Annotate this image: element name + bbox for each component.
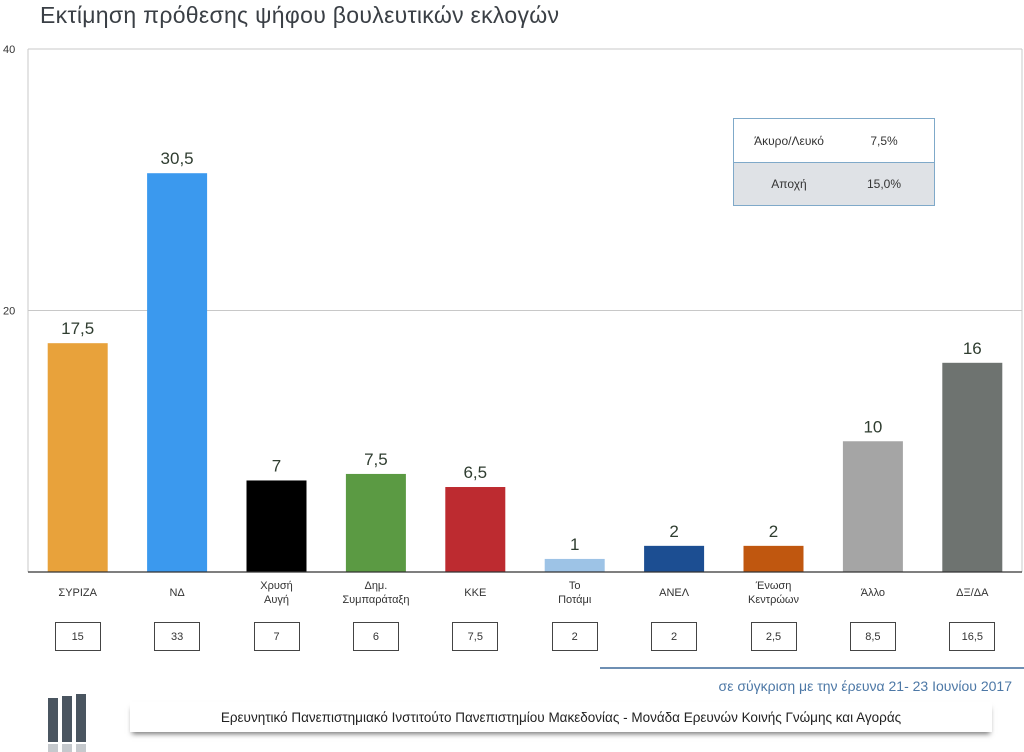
bar — [47, 343, 108, 572]
data-label: 2 — [769, 522, 778, 541]
data-label: 1 — [570, 535, 579, 554]
divider-line — [600, 667, 1024, 669]
side-table-row-invalid: Άκυρο/Λευκό 7,5% — [734, 119, 934, 162]
data-label: 7,5 — [364, 450, 388, 469]
x-tick-label: Συμπαράταξη — [342, 594, 409, 606]
footer-text: Ερευνητικό Πανεπιστημιακό Ινστιτούτο Παν… — [130, 702, 992, 732]
side-table-row-abstention: Αποχή 15,0% — [734, 162, 934, 205]
bar — [644, 545, 705, 572]
x-tick-label: ΔΞ/ΔΑ — [956, 587, 989, 599]
institute-logo-icon — [48, 694, 86, 752]
comparison-value-box: 7 — [253, 622, 300, 651]
comparison-value-box: 2,5 — [750, 622, 797, 651]
bar-chart: 20 40 17,5 ΣΥΡΙΖΑ 30,5 ΝΔ 7 Χρυσή Αυγή 7,5 Δημ. Συμ… — [3, 44, 1023, 606]
comparison-value-box: 16,5 — [949, 622, 996, 651]
x-tick-label: Αυγή — [264, 594, 289, 606]
comparison-note: σε σύγκριση με την έρευνα 21- 23 Ιουνίου… — [718, 678, 1012, 694]
x-tick-label: Δημ. — [364, 580, 387, 592]
side-table-value: 7,5% — [870, 133, 898, 148]
comparison-value-box: 2 — [651, 622, 698, 651]
chart-title: Εκτίμηση πρόθεσης ψήφου βουλευτικών εκλο… — [40, 2, 560, 28]
data-label: 6,5 — [463, 463, 487, 482]
x-tick-label: ΚΚΕ — [464, 587, 486, 599]
data-label: 2 — [669, 522, 678, 541]
comparison-value-box: 15 — [54, 622, 101, 651]
x-tick-label: ΣΥΡΙΖΑ — [58, 587, 97, 599]
side-table-label: Άκυρο/Λευκό — [754, 133, 824, 148]
data-label: 10 — [863, 417, 882, 436]
side-table-label: Αποχή — [771, 177, 807, 191]
x-tick-label: ΑΝΕΛ — [659, 587, 690, 599]
bar — [147, 173, 208, 572]
comparison-value-box: 7,5 — [452, 622, 499, 651]
data-label: 7 — [272, 456, 281, 475]
bar — [445, 487, 506, 572]
data-label: 17,5 — [61, 319, 94, 338]
x-tick-label: Ένωση — [755, 580, 792, 592]
x-tick-label: Το — [569, 580, 581, 592]
x-tick-label: Κεντρώων — [748, 594, 800, 606]
x-tick-label: Άλλο — [861, 587, 885, 599]
y-tick-label: 20 — [3, 306, 15, 318]
side-table-value: 15,0% — [866, 177, 902, 191]
x-tick-label: Χρυσή — [260, 580, 293, 592]
y-tick-label: 40 — [3, 44, 15, 56]
bar — [743, 545, 804, 572]
x-tick-label: Ποτάμι — [558, 594, 592, 606]
data-label: 16 — [963, 339, 982, 358]
comparison-value-box: 6 — [352, 622, 399, 651]
bar — [842, 441, 903, 572]
bar — [246, 480, 307, 572]
bar — [544, 558, 605, 572]
side-table: Άκυρο/Λευκό 7,5% Αποχή 15,0% — [733, 118, 935, 206]
bar — [345, 473, 406, 572]
data-label: 30,5 — [161, 149, 194, 168]
bar — [942, 362, 1003, 572]
comparison-value-box: 33 — [154, 622, 201, 651]
comparison-value-box: 2 — [551, 622, 598, 651]
x-tick-label: ΝΔ — [169, 587, 185, 599]
comparison-value-box: 8,5 — [849, 622, 896, 651]
